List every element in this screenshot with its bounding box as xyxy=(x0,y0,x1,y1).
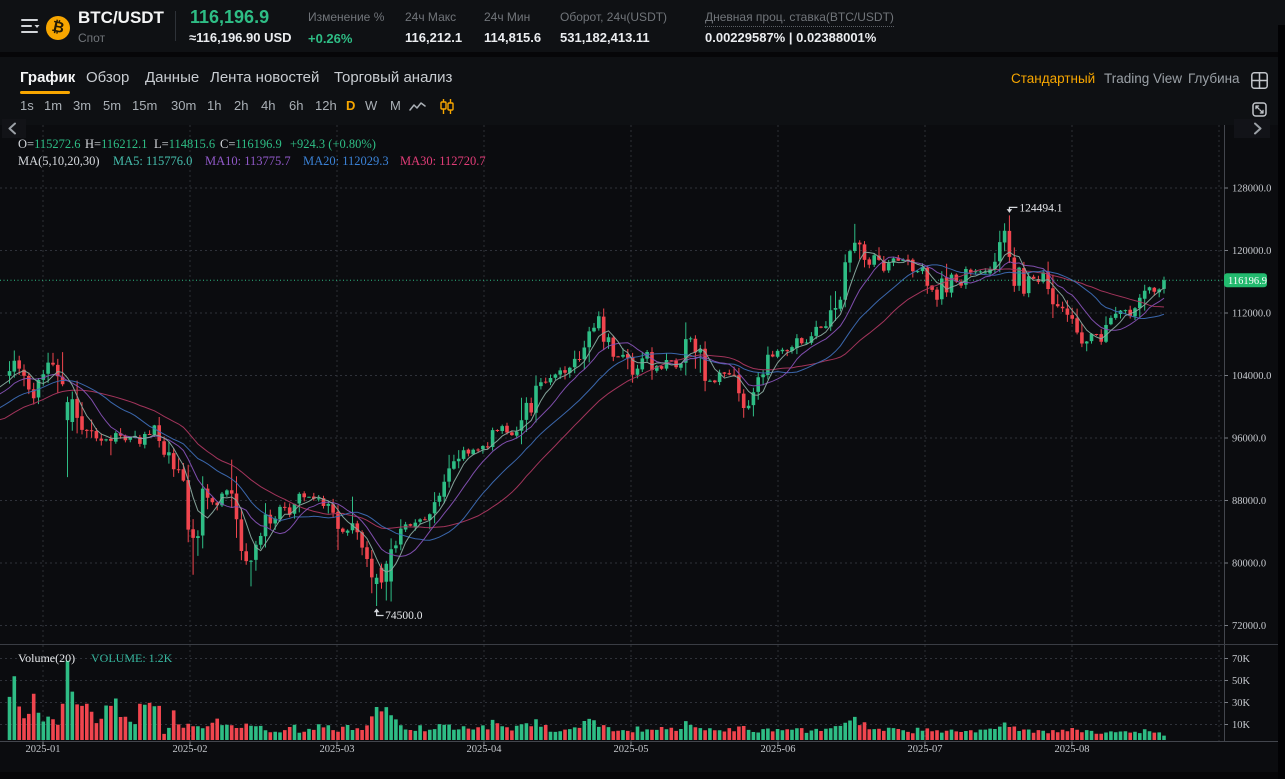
svg-text:MA10: 113775.7: MA10: 113775.7 xyxy=(205,154,291,168)
svg-text:104000.0: 104000.0 xyxy=(1232,371,1271,382)
svg-text:MA20: 112029.3: MA20: 112029.3 xyxy=(303,154,389,168)
svg-text:O=115272.6: O=115272.6 xyxy=(18,137,81,151)
svg-text:H=116212.1: H=116212.1 xyxy=(85,137,148,151)
svg-text:2025-06: 2025-06 xyxy=(761,744,796,755)
svg-text:80000.0: 80000.0 xyxy=(1232,559,1266,570)
svg-text:72000.0: 72000.0 xyxy=(1232,621,1266,632)
svg-text:MA5: 115776.0: MA5: 115776.0 xyxy=(113,154,192,168)
svg-text:MA(5,10,20,30): MA(5,10,20,30) xyxy=(18,154,100,168)
svg-text:50K: 50K xyxy=(1232,676,1251,687)
svg-text:+924.3 (+0.80%): +924.3 (+0.80%) xyxy=(290,137,376,151)
svg-text:30K: 30K xyxy=(1232,698,1251,709)
svg-text:96000.0: 96000.0 xyxy=(1232,434,1266,445)
svg-text:2025-03: 2025-03 xyxy=(320,744,355,755)
svg-text:74500.0: 74500.0 xyxy=(385,610,423,622)
svg-text:128000.0: 128000.0 xyxy=(1232,184,1271,195)
svg-text:C=116196.9: C=116196.9 xyxy=(220,137,282,151)
svg-text:120000.0: 120000.0 xyxy=(1232,246,1271,257)
svg-text:2025-04: 2025-04 xyxy=(467,744,503,755)
svg-text:112000.0: 112000.0 xyxy=(1232,309,1271,320)
svg-text:88000.0: 88000.0 xyxy=(1232,496,1266,507)
svg-text:2025-07: 2025-07 xyxy=(908,744,943,755)
svg-text:116196.9: 116196.9 xyxy=(1228,276,1267,287)
svg-text:2025-08: 2025-08 xyxy=(1055,744,1090,755)
svg-text:70K: 70K xyxy=(1232,654,1251,665)
svg-text:L=114815.6: L=114815.6 xyxy=(154,137,215,151)
svg-text:2025-01: 2025-01 xyxy=(26,744,61,755)
svg-text:MA30: 112720.7: MA30: 112720.7 xyxy=(400,154,486,168)
svg-text:10K: 10K xyxy=(1232,720,1251,731)
svg-text:2025-05: 2025-05 xyxy=(614,744,649,755)
svg-text:VOLUME: 1.2K: VOLUME: 1.2K xyxy=(91,651,173,665)
svg-text:Volume(20): Volume(20) xyxy=(18,651,75,665)
svg-text:124494.1: 124494.1 xyxy=(1019,202,1062,214)
svg-text:2025-02: 2025-02 xyxy=(173,744,208,755)
